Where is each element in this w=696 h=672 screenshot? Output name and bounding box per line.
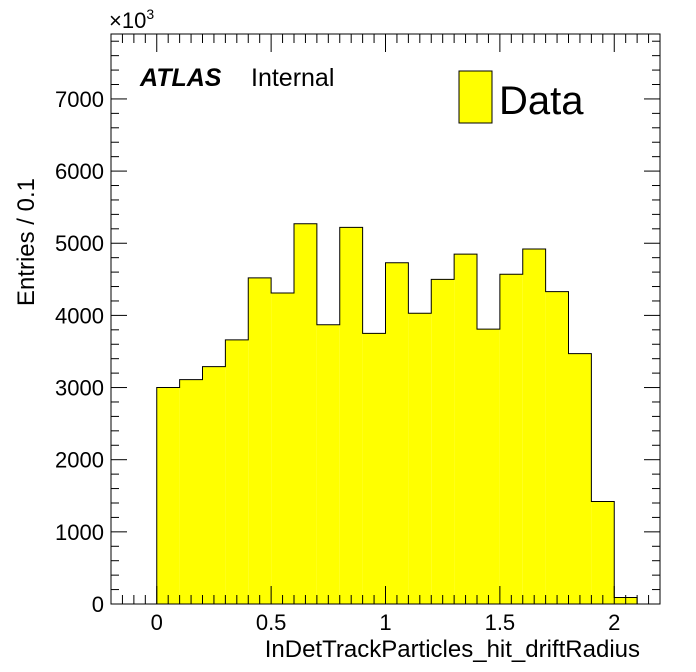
histogram-bin — [179, 379, 203, 604]
histogram-bin — [362, 333, 386, 604]
histogram-bin — [522, 249, 546, 604]
atlas-label: ATLAS — [139, 64, 222, 92]
y-tick-label: 7000 — [55, 87, 104, 112]
y-tick-label: 5000 — [55, 231, 104, 256]
histogram-bin — [294, 223, 317, 604]
legend-swatch — [458, 70, 493, 124]
x-axis-label: InDetTrackParticles_hit_driftRadius — [265, 636, 640, 663]
histogram-bin — [408, 313, 432, 604]
y-axis-tick-labels: 0 1000 2000 3000 4000 5000 6000 7000 — [55, 87, 104, 617]
y-multiplier: ×103 — [109, 6, 154, 33]
histogram-outline — [156, 223, 638, 604]
y-tick-label: 3000 — [55, 376, 104, 401]
y-axis-ticks — [111, 40, 660, 605]
x-tick-label: 0 — [151, 610, 163, 635]
histogram-bars — [156, 223, 638, 604]
histogram-bin — [271, 293, 294, 604]
histogram-bin — [454, 254, 477, 604]
histogram-bin — [477, 329, 500, 604]
x-tick-label: 0.5 — [256, 610, 287, 635]
histogram-bin — [339, 227, 363, 604]
x-tick-label: 2 — [608, 610, 620, 635]
y-tick-label: 4000 — [55, 303, 104, 328]
y-tick-label: 6000 — [55, 159, 104, 184]
histogram-bin — [545, 291, 569, 604]
histogram-bin — [316, 324, 340, 604]
y-tick-label: 2000 — [55, 448, 104, 473]
x-tick-label: 1 — [379, 610, 391, 635]
histogram-bin — [385, 262, 409, 604]
histogram-bin — [431, 279, 455, 604]
y-tick-label: 0 — [92, 592, 104, 617]
histogram-bin — [225, 339, 249, 604]
internal-label: Internal — [251, 64, 334, 92]
legend-entry-data: Data — [499, 79, 584, 123]
histogram-bin — [591, 501, 615, 604]
x-axis-ticks — [110, 34, 661, 604]
histogram-bin — [156, 387, 180, 604]
y-axis-label: Entries / 0.1 — [13, 178, 40, 306]
histogram-bin — [568, 353, 592, 604]
y-tick-label: 1000 — [55, 520, 104, 545]
x-axis-tick-labels: 0 0.5 1 1.5 2 — [151, 610, 621, 635]
histogram-bin — [499, 274, 523, 604]
x-tick-label: 1.5 — [485, 610, 516, 635]
histogram-bin — [248, 277, 272, 604]
histogram-bin — [202, 366, 226, 604]
